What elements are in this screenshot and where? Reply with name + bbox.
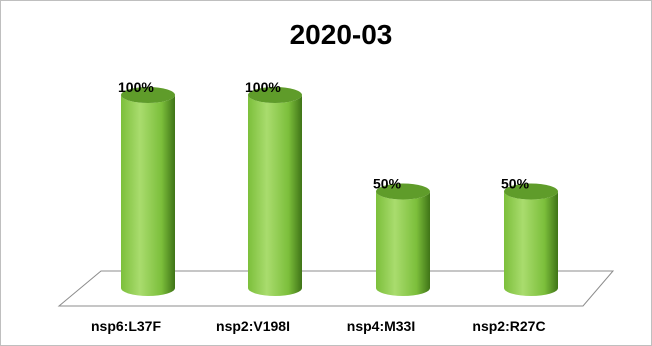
bar-body	[504, 191, 558, 296]
data-label: 100%	[245, 79, 281, 95]
bar-nsp4-m33i: 50%	[373, 176, 430, 296]
bar-nsp2-v198i: 100%	[245, 79, 302, 296]
bar-top	[121, 87, 175, 103]
category-labels: nsp6:L37F nsp2:V198I nsp4:M33I nsp2:R27C	[91, 318, 546, 334]
data-label: 100%	[118, 79, 154, 95]
chart-title: 2020-03	[290, 19, 393, 50]
category-label-nsp6-l37f: nsp6:L37F	[91, 318, 161, 334]
bar-nsp2-r27c: 50%	[501, 176, 558, 296]
category-label-nsp2-r27c: nsp2:R27C	[472, 318, 545, 334]
data-label: 50%	[373, 176, 402, 192]
bar-top	[504, 183, 558, 200]
bar-body	[248, 95, 302, 296]
category-label-nsp2-v198i: nsp2:V198I	[216, 318, 290, 334]
bar-top	[248, 87, 302, 103]
bar-top	[376, 183, 430, 200]
bar-body	[121, 95, 175, 296]
bar-body	[376, 191, 430, 296]
chart-floor	[57, 270, 615, 307]
data-label: 50%	[501, 176, 530, 192]
bar-nsp6-l37f: 100%	[118, 79, 175, 296]
category-label-nsp4-m33i: nsp4:M33I	[347, 318, 415, 334]
bars-group: 100% 100% 50% 50%	[118, 79, 558, 296]
